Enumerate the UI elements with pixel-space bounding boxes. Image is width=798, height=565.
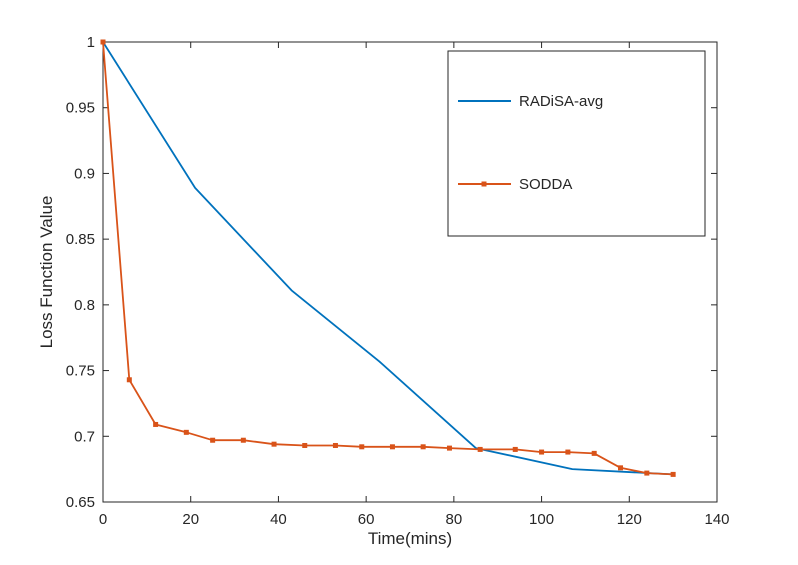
y-tick-label: 0.75 <box>66 363 95 380</box>
data-point-sodda <box>183 429 189 435</box>
x-tick-label: 140 <box>704 511 729 528</box>
data-point-sodda <box>618 465 624 471</box>
data-point-sodda <box>271 441 277 447</box>
y-tick-label: 0.85 <box>66 231 95 248</box>
data-point-sodda <box>670 471 676 477</box>
y-axis-label: Loss Function Value <box>37 196 56 349</box>
data-point-sodda <box>477 446 483 452</box>
data-point-sodda <box>240 437 246 443</box>
series-line-radisa-avg <box>102 41 674 476</box>
data-point-sodda <box>126 377 132 383</box>
x-tick-label: 120 <box>617 511 642 528</box>
x-tick-label: 40 <box>270 511 287 528</box>
series-lines <box>100 39 676 477</box>
y-tick-label: 0.8 <box>74 297 95 314</box>
legend-marker-sodda <box>481 181 487 187</box>
x-tick-label: 80 <box>446 511 463 528</box>
data-point-sodda <box>512 446 518 452</box>
data-point-sodda <box>359 444 365 450</box>
data-point-sodda <box>100 39 106 45</box>
data-point-sodda <box>644 470 650 476</box>
y-tick-label: 0.95 <box>66 100 95 117</box>
legend-label-radisa-avg: RADiSA-avg <box>519 93 603 110</box>
data-point-sodda <box>302 442 308 448</box>
data-point-sodda <box>446 445 452 451</box>
data-point-sodda <box>210 437 216 443</box>
y-tick-label: 0.9 <box>74 165 95 182</box>
y-tick-label: 0.7 <box>74 428 95 445</box>
y-tick-label: 1 <box>87 34 95 51</box>
data-point-sodda <box>420 444 426 450</box>
legend-box <box>447 50 706 237</box>
x-tick-label: 0 <box>99 511 107 528</box>
data-point-sodda <box>389 444 395 450</box>
data-point-sodda <box>591 450 597 456</box>
data-point-sodda <box>565 449 571 455</box>
x-tick-label: 100 <box>529 511 554 528</box>
data-point-sodda <box>539 449 545 455</box>
y-tick-label: 0.65 <box>66 494 95 511</box>
x-axis-label: Time(mins) <box>368 529 452 548</box>
data-point-sodda <box>332 442 338 448</box>
data-point-sodda <box>153 421 159 427</box>
x-tick-label: 20 <box>182 511 199 528</box>
legend-label-sodda: SODDA <box>519 176 572 193</box>
x-tick-label: 60 <box>358 511 375 528</box>
axis-ticks: 0 20 40 60 80 100 120 140 0.65 0.7 0.75 0.8 0.85 0.9 0… <box>66 34 730 528</box>
legend: RADiSA-avg SODDA <box>447 50 706 237</box>
